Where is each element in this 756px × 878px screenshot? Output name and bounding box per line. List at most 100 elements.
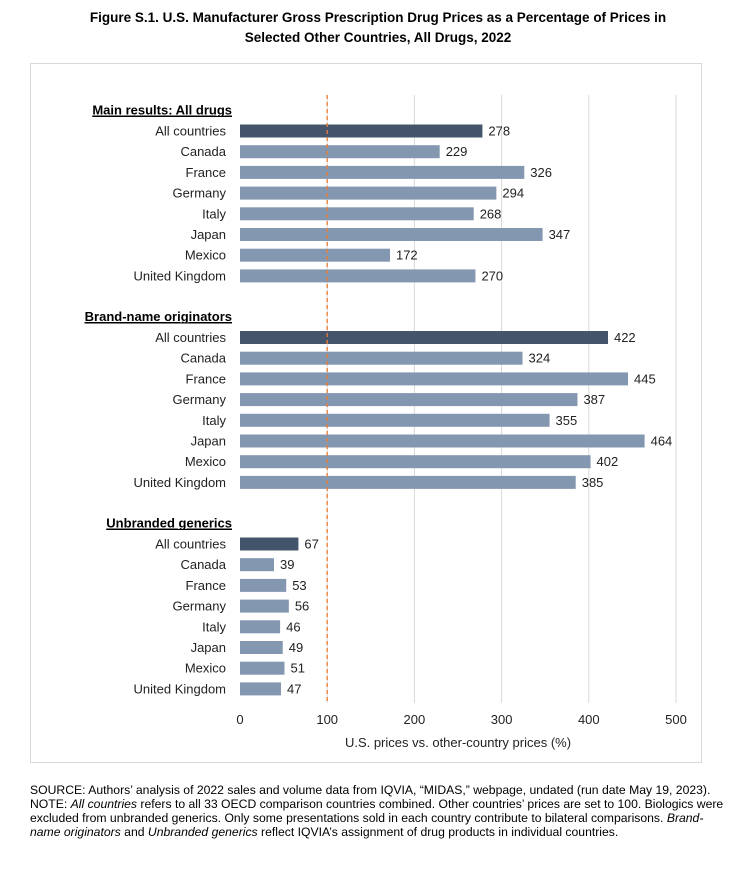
note-italic-all-countries: All countries: [70, 797, 138, 811]
data-label: 229: [446, 144, 468, 159]
category-label: United Kingdom: [134, 681, 227, 696]
data-label: 387: [583, 392, 605, 407]
category-label: Germany: [173, 186, 227, 201]
category-label: All countries: [155, 124, 226, 139]
bar: [240, 641, 283, 654]
bar: [240, 661, 285, 675]
note-prefix: NOTE:: [30, 797, 71, 811]
note-italic-generics: Unbranded generics: [147, 825, 258, 839]
category-label: Mexico: [185, 661, 226, 676]
data-label: 46: [286, 619, 300, 634]
category-label: All countries: [155, 330, 226, 345]
bar: [240, 620, 281, 634]
data-label: 172: [396, 248, 418, 263]
bar: [240, 186, 497, 200]
chart-frame: [30, 63, 702, 763]
category-label: France: [186, 371, 226, 386]
x-tick-label: 0: [236, 712, 243, 727]
bar: [240, 537, 299, 551]
data-label: 445: [634, 371, 656, 386]
bar: [240, 475, 576, 489]
data-label: 355: [556, 413, 578, 428]
data-label: 464: [651, 434, 673, 449]
category-label: All countries: [155, 537, 226, 552]
category-label: France: [186, 165, 226, 180]
category-label: Japan: [191, 434, 226, 449]
category-label: Canada: [180, 144, 226, 159]
bar: [240, 207, 474, 221]
data-label: 67: [304, 537, 318, 552]
category-label: United Kingdom: [134, 268, 227, 283]
data-label: 347: [549, 227, 571, 242]
bar: [240, 558, 275, 572]
bar: [240, 413, 550, 427]
bar: [240, 455, 591, 469]
labels: Main results: All drugs All countries 278 C…: [84, 103, 673, 696]
data-label: 326: [530, 165, 552, 180]
data-label: 53: [292, 578, 306, 593]
figure-title-line-1: Figure S.1. U.S. Manufacturer Gross Pres…: [89, 10, 667, 25]
category-label: France: [186, 578, 226, 593]
bar: [240, 682, 281, 696]
note-middle: refers to all 33 OECD comparison countri…: [30, 797, 724, 825]
x-tick-label: 300: [491, 712, 513, 727]
data-label: 278: [488, 124, 510, 139]
category-label: Japan: [191, 227, 226, 242]
bar: [240, 124, 483, 138]
x-axis-label: U.S. prices vs. other-country prices (%): [345, 735, 571, 750]
category-label: United Kingdom: [134, 475, 227, 490]
bar: [240, 351, 523, 365]
data-label: 47: [287, 681, 301, 696]
x-axis: 0 100 200 300 400 500 U.S. prices vs. other-co…: [236, 712, 686, 750]
data-label: 385: [582, 475, 604, 490]
source-note: SOURCE: Authors’ analysis of 2022 sales …: [30, 783, 711, 797]
category-label: Mexico: [185, 248, 226, 263]
data-label: 422: [614, 330, 636, 345]
data-label: 268: [480, 206, 502, 221]
group-header: Brand-name originators: [85, 309, 232, 324]
figure-title: Figure S.1. U.S. Manufacturer Gross Pres…: [0, 8, 756, 48]
x-tick-label: 400: [578, 712, 600, 727]
category-label: Canada: [180, 557, 226, 572]
category-label: Canada: [180, 351, 226, 366]
bar: [240, 165, 525, 179]
category-label: Japan: [191, 640, 226, 655]
bar: [240, 599, 289, 613]
note-italic-brand-name: Brand-name originators: [30, 811, 704, 839]
x-tick-label: 100: [316, 712, 338, 727]
data-label: 49: [289, 640, 303, 655]
category-label: Germany: [173, 392, 227, 407]
bar: [240, 578, 287, 592]
bar: [240, 269, 476, 283]
note-and: and: [120, 825, 148, 839]
category-label: Italy: [202, 206, 226, 221]
bar: [240, 434, 645, 448]
data-label: 39: [280, 557, 294, 572]
bar: [240, 372, 629, 386]
group-header: Main results: All drugs: [92, 103, 232, 118]
bar: [240, 145, 440, 159]
data-label: 51: [290, 661, 304, 676]
group-header: Unbranded generics: [106, 516, 232, 531]
x-tick-label: 200: [404, 712, 426, 727]
note-text: NOTE: All countries refers to all 33 OEC…: [30, 797, 730, 839]
data-label: 294: [502, 186, 524, 201]
bar: [240, 331, 608, 344]
bars: [240, 124, 645, 696]
note-end: reflect IQVIA’s assignment of drug produ…: [257, 825, 619, 839]
data-label: 402: [597, 454, 619, 469]
x-tick-label: 500: [665, 712, 687, 727]
data-label: 270: [481, 268, 503, 283]
bar: [240, 393, 578, 407]
bar: [240, 228, 543, 241]
category-label: Mexico: [185, 454, 226, 469]
category-label: Italy: [202, 619, 226, 634]
figure-notes: SOURCE: Authors’ analysis of 2022 sales …: [30, 783, 730, 839]
category-label: Germany: [173, 599, 227, 614]
figure-title-line-2: Selected Other Countries, All Drugs, 202…: [244, 30, 512, 45]
bar: [240, 248, 390, 262]
data-label: 324: [529, 351, 551, 366]
data-label: 56: [295, 599, 309, 614]
category-label: Italy: [202, 413, 226, 428]
